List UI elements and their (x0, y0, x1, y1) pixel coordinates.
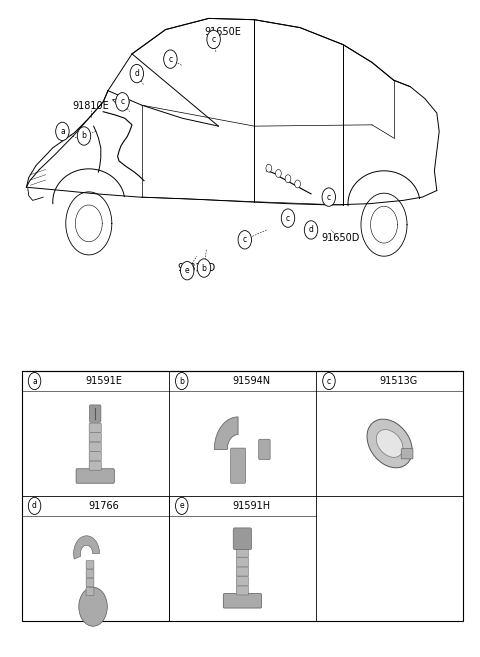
FancyBboxPatch shape (233, 528, 252, 549)
Circle shape (322, 188, 336, 206)
Text: c: c (286, 214, 290, 223)
Text: d: d (32, 501, 37, 510)
Circle shape (176, 497, 188, 514)
Text: 91594N: 91594N (232, 376, 270, 386)
Polygon shape (73, 536, 99, 559)
Circle shape (197, 259, 211, 277)
Text: c: c (327, 193, 331, 202)
FancyBboxPatch shape (236, 558, 249, 566)
FancyBboxPatch shape (236, 567, 249, 576)
Text: c: c (120, 97, 124, 106)
Text: e: e (185, 266, 190, 275)
Text: d: d (134, 69, 139, 78)
Circle shape (207, 30, 220, 49)
Text: c: c (212, 35, 216, 44)
Circle shape (28, 497, 41, 514)
FancyBboxPatch shape (401, 449, 413, 459)
FancyBboxPatch shape (89, 433, 101, 442)
Text: 91591H: 91591H (232, 501, 270, 511)
Text: 91650D: 91650D (322, 233, 360, 243)
Circle shape (238, 231, 252, 249)
Ellipse shape (367, 419, 412, 468)
FancyBboxPatch shape (259, 440, 270, 460)
Circle shape (77, 127, 91, 145)
Text: e: e (180, 501, 184, 510)
FancyBboxPatch shape (86, 578, 94, 587)
FancyBboxPatch shape (236, 548, 249, 557)
Circle shape (130, 64, 144, 83)
FancyBboxPatch shape (22, 371, 463, 621)
FancyBboxPatch shape (236, 586, 249, 595)
FancyBboxPatch shape (76, 469, 114, 484)
Text: a: a (32, 376, 37, 386)
Text: 91810E: 91810E (73, 101, 109, 112)
Polygon shape (214, 417, 238, 449)
Text: b: b (202, 263, 206, 273)
Text: a: a (60, 127, 65, 136)
Text: c: c (168, 55, 172, 64)
FancyBboxPatch shape (89, 461, 101, 470)
Circle shape (304, 221, 318, 239)
FancyBboxPatch shape (223, 594, 262, 608)
Circle shape (164, 50, 177, 68)
Circle shape (295, 180, 300, 188)
FancyBboxPatch shape (89, 405, 101, 422)
Circle shape (285, 175, 291, 183)
Text: b: b (82, 131, 86, 141)
FancyBboxPatch shape (86, 570, 94, 578)
Text: b: b (180, 376, 184, 386)
FancyBboxPatch shape (236, 577, 249, 585)
FancyBboxPatch shape (86, 587, 94, 595)
Text: c: c (327, 376, 331, 386)
Text: 91810D: 91810D (178, 263, 216, 273)
Text: d: d (309, 225, 313, 235)
FancyBboxPatch shape (89, 442, 101, 451)
Text: 91766: 91766 (88, 501, 119, 511)
Text: 91591E: 91591E (85, 376, 122, 386)
Circle shape (176, 373, 188, 390)
Ellipse shape (376, 430, 403, 457)
Circle shape (276, 170, 281, 177)
Circle shape (180, 261, 194, 280)
FancyBboxPatch shape (230, 448, 245, 484)
Circle shape (281, 209, 295, 227)
Text: c: c (243, 235, 247, 244)
Circle shape (323, 373, 335, 390)
Circle shape (116, 93, 129, 111)
FancyBboxPatch shape (89, 423, 101, 432)
Circle shape (28, 373, 41, 390)
Circle shape (266, 164, 272, 172)
Circle shape (56, 122, 69, 141)
Text: 91650E: 91650E (205, 26, 241, 37)
FancyBboxPatch shape (89, 452, 101, 461)
FancyBboxPatch shape (86, 560, 94, 569)
Circle shape (79, 587, 108, 626)
Text: 91513G: 91513G (379, 376, 418, 386)
